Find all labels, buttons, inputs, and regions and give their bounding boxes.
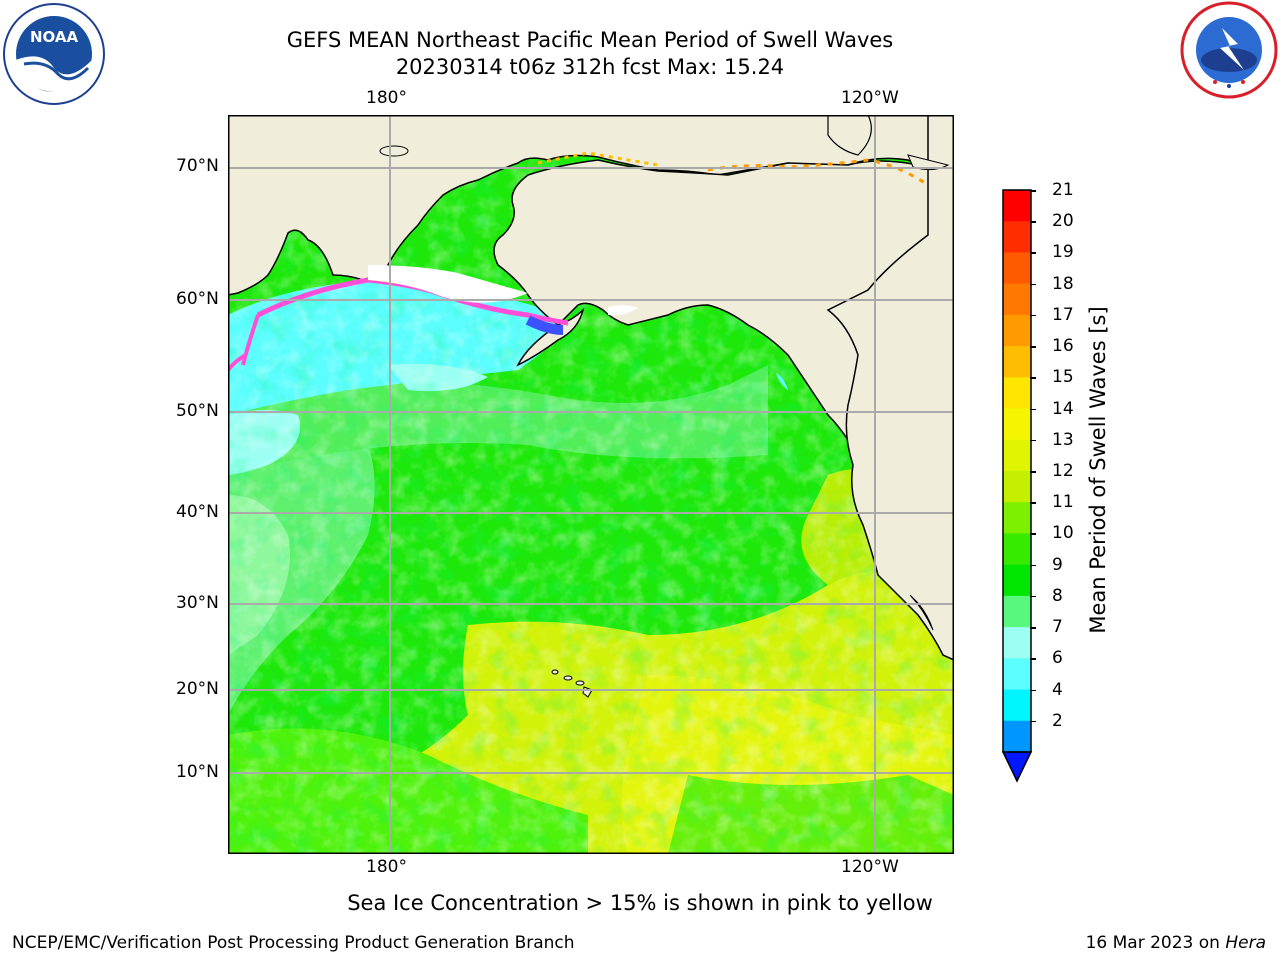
colorbar-swatch — [1003, 627, 1031, 659]
colorbar-swatch — [1003, 283, 1031, 316]
lat-label-40n: 40°N — [176, 502, 219, 522]
colorbar-swatch — [1003, 595, 1031, 628]
colorbar-swatch — [1003, 377, 1031, 410]
colorbar-tick-mark — [1030, 283, 1036, 286]
svg-text:NOAA: NOAA — [30, 28, 79, 46]
colorbar-tick-label: 16 — [1052, 336, 1074, 357]
colorbar — [1001, 189, 1046, 783]
sea-ice-caption: Sea Ice Concentration > 15% is shown in … — [347, 891, 933, 915]
colorbar-tick-label: 21 — [1052, 180, 1074, 200]
colorbar-swatch — [1003, 658, 1031, 691]
footer-date: 16 Mar 2023 on — [1085, 933, 1220, 953]
colorbar-swatch — [1003, 252, 1031, 285]
lon-label-top-180: 180° — [366, 88, 407, 108]
colorbar-tick-mark — [1030, 720, 1036, 723]
footer-left: NCEP/EMC/Verification Post Processing Pr… — [12, 933, 575, 953]
colorbar-tick-label: 11 — [1052, 492, 1074, 513]
nws-logo — [1178, 0, 1280, 100]
colorbar-tick-mark — [1030, 658, 1036, 660]
colorbar-extend-arrow — [1001, 751, 1033, 783]
colorbar-tick-label: 8 — [1052, 585, 1063, 606]
colorbar-tick-label: 4 — [1052, 679, 1063, 700]
lat-label-50n: 50°N — [176, 401, 219, 421]
colorbar-label: Mean Period of Swell Waves [s] — [1086, 306, 1110, 634]
colorbar-tick-mark — [1030, 502, 1036, 504]
colorbar-tick-mark — [1030, 471, 1036, 473]
colorbar-tick-mark — [1030, 564, 1036, 567]
lon-label-top-120w: 120°W — [841, 88, 899, 108]
lon-label-bottom-180: 180° — [366, 857, 407, 877]
colorbar-tick-mark — [1030, 252, 1036, 254]
colorbar-tick-mark — [1030, 377, 1036, 379]
noaa-logo: NOAA — [2, 2, 106, 106]
colorbar-tick-label: 20 — [1052, 211, 1074, 232]
colorbar-swatch — [1003, 408, 1031, 441]
colorbar-swatch — [1003, 564, 1031, 597]
lat-label-30n: 30°N — [176, 593, 219, 613]
colorbar-tick-mark — [1030, 689, 1036, 692]
colorbar-swatch — [1003, 346, 1031, 378]
colorbar-tick-label: 17 — [1052, 304, 1074, 325]
colorbar-tick-label: 2 — [1052, 710, 1063, 731]
colorbar-tick-mark — [1030, 408, 1036, 411]
colorbar-tick-mark — [1030, 314, 1036, 317]
colorbar-tick-label: 15 — [1052, 367, 1074, 388]
footer-right: 16 Mar 2023 on Hera — [1086, 933, 1266, 953]
colorbar-swatch — [1003, 221, 1031, 253]
lat-label-10n: 10°N — [176, 762, 219, 782]
colorbar-tick-mark — [1030, 595, 1036, 598]
colorbar-swatch — [1003, 720, 1031, 753]
colorbar-tick-label: 10 — [1052, 523, 1074, 544]
colorbar-tick-label: 6 — [1052, 648, 1063, 669]
map-title: GEFS MEAN Northeast Pacific Mean Period … — [286, 28, 894, 52]
colorbar-tick-label: 12 — [1052, 461, 1074, 481]
lon-label-bottom-120w: 120°W — [841, 857, 899, 877]
swell-period-map — [228, 115, 954, 854]
colorbar-swatch — [1003, 314, 1031, 347]
colorbar-swatch — [1003, 439, 1031, 472]
map-subtitle: 20230314 t06z 312h fcst Max: 15.24 — [395, 55, 785, 79]
colorbar-tick-label: 7 — [1052, 617, 1063, 638]
lat-label-20n: 20°N — [176, 679, 219, 699]
colorbar-tick-label: 19 — [1052, 242, 1074, 263]
lat-label-60n: 60°N — [176, 289, 219, 309]
colorbar-tick-mark — [1030, 627, 1036, 629]
colorbar-tick-mark — [1030, 439, 1036, 442]
colorbar-tick-mark — [1030, 533, 1036, 535]
footer-host: Hera — [1225, 933, 1266, 953]
colorbar-tick-mark — [1030, 221, 1036, 223]
colorbar-swatch — [1003, 502, 1031, 534]
colorbar-swatch — [1003, 689, 1031, 722]
colorbar-tick-label: 13 — [1052, 429, 1074, 450]
colorbar-tick-mark — [1030, 190, 1036, 192]
colorbar-ticks: 21 20 19 18 17 16 15 14 13 12 11 10 9 8 7 6 4 2 — [1030, 180, 1112, 780]
colorbar-tick-label: 14 — [1052, 398, 1074, 419]
colorbar-swatch — [1003, 471, 1031, 503]
lat-label-70n: 70°N — [176, 156, 219, 176]
colorbar-swatch — [1003, 533, 1031, 566]
colorbar-tick-label: 18 — [1052, 273, 1074, 294]
colorbar-swatch — [1003, 190, 1031, 222]
colorbar-tick-mark — [1030, 346, 1036, 348]
colorbar-tick-label: 9 — [1052, 554, 1063, 575]
